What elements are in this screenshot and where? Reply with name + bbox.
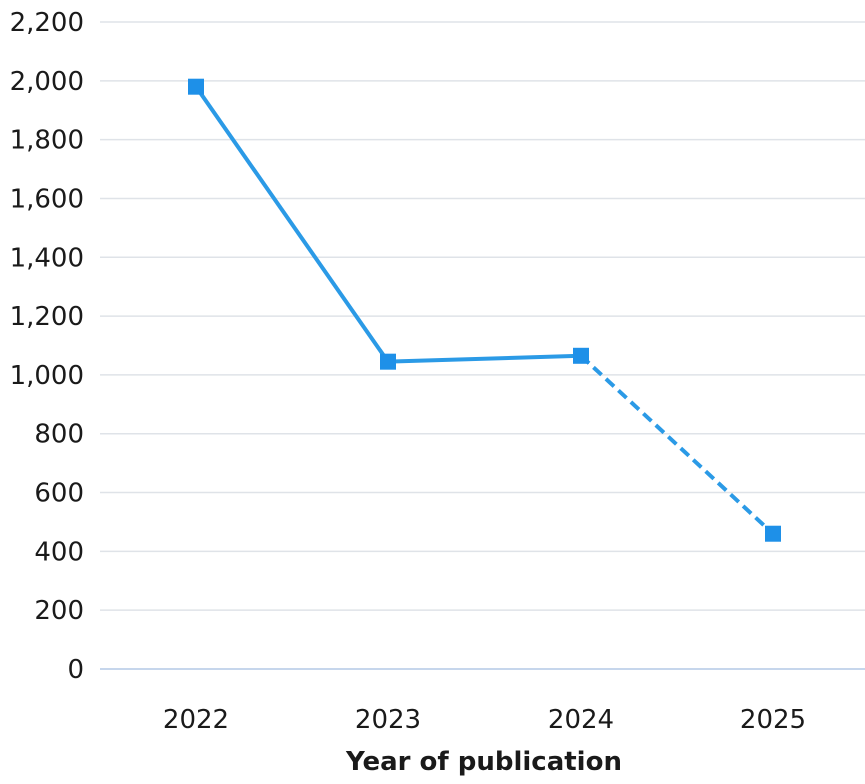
y-tick-label: 400 [34,537,84,567]
y-tick-label: 800 [34,420,84,450]
y-tick-label: 1,200 [10,302,84,332]
y-tick-label: 2,200 [10,8,84,38]
x-tick-label: 2023 [355,705,421,735]
grid-lines [100,21,865,670]
x-tick-label: 2022 [163,705,229,735]
series-markers [188,78,781,542]
x-tick-label: 2025 [740,705,806,735]
y-tick-label: 1,800 [10,126,84,156]
line-segment [387,353,582,364]
y-tick-label: 2,000 [10,67,84,97]
data-point-2022 [188,78,204,95]
series-line [194,85,775,536]
data-point-2023 [380,353,396,370]
x-axis-title: Year of publication [345,747,622,777]
x-tick-label: 2024 [548,705,614,735]
y-tick-label: 1,600 [10,184,84,214]
data-point-2025 [765,525,781,542]
y-axis-ticks: 0 200 400 600 800 1,000 1,200 1,400 1,600 1,800 2,… [10,8,84,685]
y-tick-label: 200 [34,596,84,626]
y-tick-label: 1,000 [10,361,84,391]
y-tick-label: 0 [67,655,84,685]
y-tick-label: 1,400 [10,243,84,273]
line-segment [194,85,390,363]
y-tick-label: 600 [34,479,84,509]
data-point-2024 [573,347,589,364]
x-axis-ticks: 2022 2023 2024 2025 [163,705,806,735]
line-segment-dashed [579,354,775,536]
